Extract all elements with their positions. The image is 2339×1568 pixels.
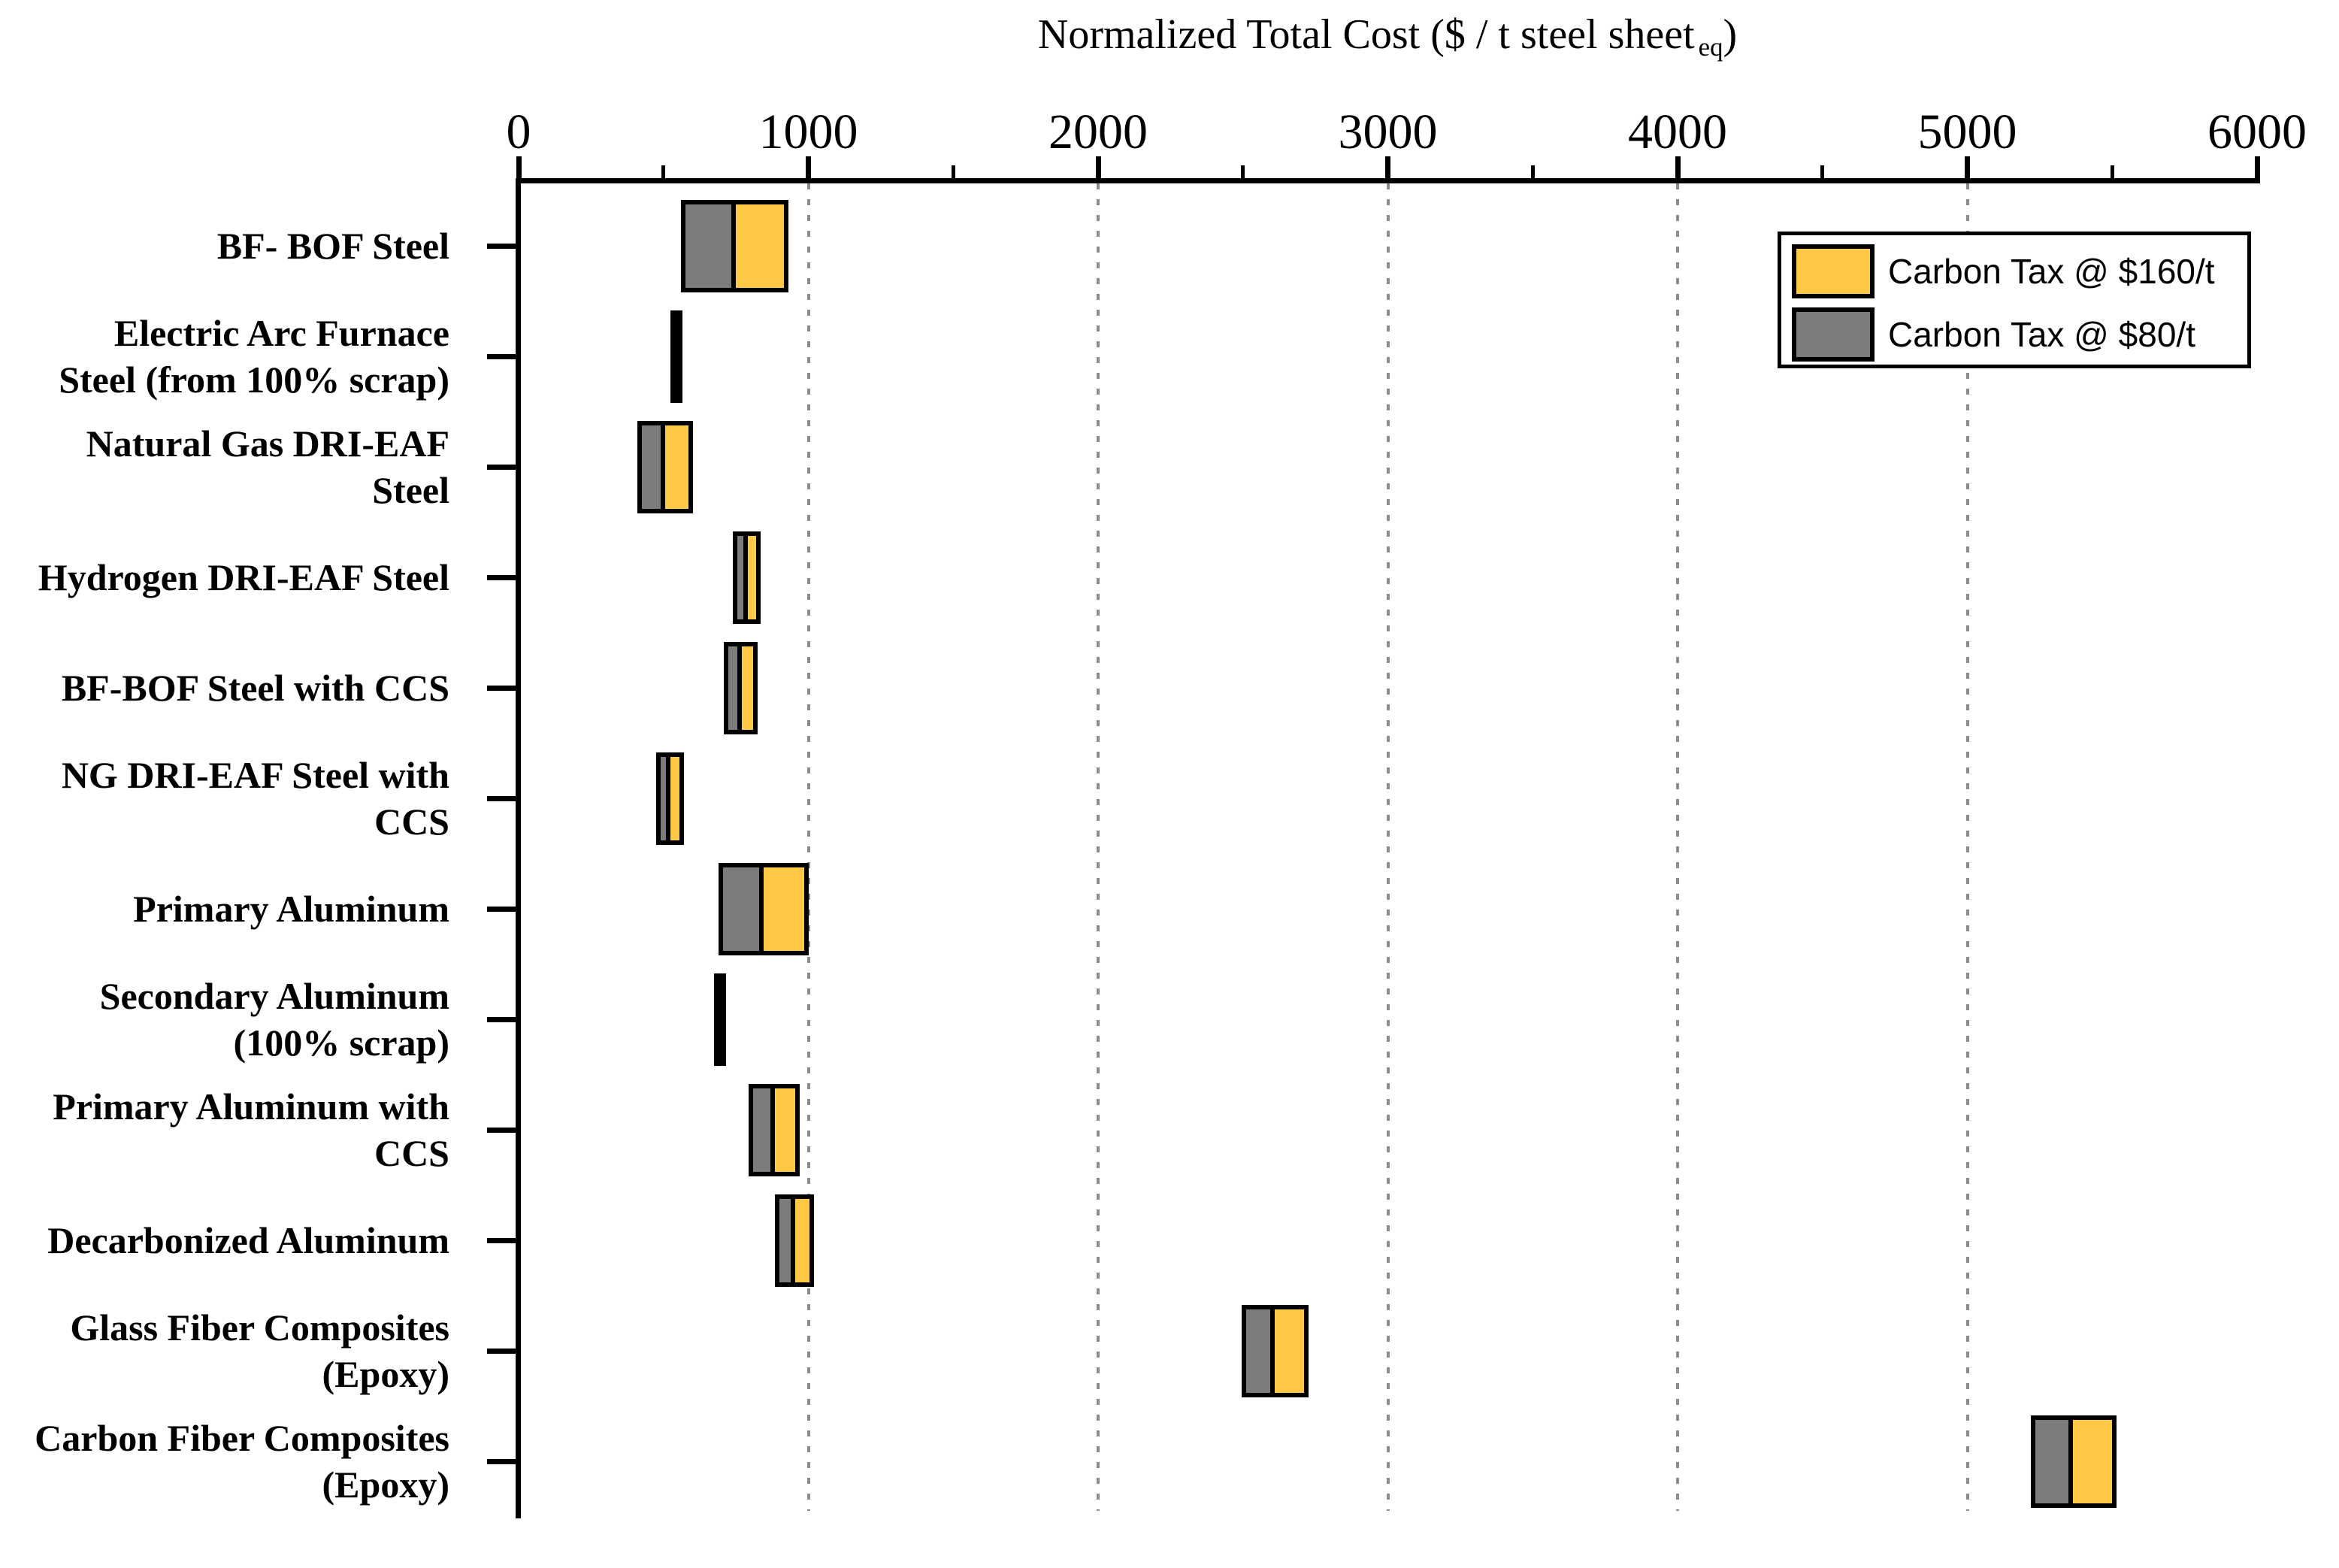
- x-tick-label-0: 0: [506, 104, 531, 159]
- y-tick-9: [487, 1237, 516, 1243]
- range-bar-zero: [713, 973, 726, 1066]
- gridline-5000: [1965, 183, 1969, 1511]
- x-minor-tick-2500: [1241, 165, 1245, 178]
- legend-label-tax160: Carbon Tax @ $160/t: [1888, 252, 2215, 291]
- x-tick-label-6000: 6000: [2207, 104, 2307, 159]
- x-minor-tick-3500: [1530, 165, 1535, 178]
- y-tick-4: [487, 685, 516, 691]
- chart-title: Normalized Total Cost ($ / t steel sheet…: [1038, 11, 1737, 62]
- category-label: Primary Aluminum with CCS: [0, 1083, 449, 1176]
- category-label-line: Primary Aluminum with: [53, 1085, 449, 1128]
- category-label-line: Hydrogen DRI-EAF Steel: [38, 556, 449, 598]
- gridline-2000: [1097, 183, 1100, 1511]
- category-label-line: (100% scrap): [233, 1022, 449, 1064]
- bar-segment-tax160: [758, 862, 809, 955]
- legend-swatch-tax80: [1792, 307, 1875, 362]
- gridline-4000: [1676, 183, 1679, 1511]
- category-label: Hydrogen DRI-EAF Steel: [0, 554, 449, 601]
- bar-segment-tax160: [731, 199, 788, 292]
- range-bar-zero: [670, 310, 683, 403]
- category-label-line: Carbon Fiber Composites: [35, 1417, 449, 1459]
- legend-swatch-tax160: [1792, 244, 1875, 298]
- gridline-3000: [1386, 183, 1390, 1511]
- category-label: Decarbonized Aluminum: [0, 1217, 449, 1264]
- x-tick-label-1000: 1000: [758, 104, 858, 159]
- x-axis-line: [516, 178, 2260, 183]
- category-label-line: CCS: [374, 801, 449, 843]
- x-major-tick-0: [516, 156, 522, 178]
- x-tick-label-5000: 5000: [1917, 104, 2017, 159]
- category-label-line: BF-BOF Steel with CCS: [61, 667, 449, 709]
- category-label: Primary Aluminum: [0, 885, 449, 932]
- category-label: Secondary Aluminum (100% scrap): [0, 973, 449, 1066]
- x-major-tick-4000: [1675, 156, 1681, 178]
- y-tick-1: [487, 353, 516, 359]
- x-minor-tick-1500: [951, 165, 955, 178]
- category-label-line: Natural Gas DRI-EAF: [86, 422, 449, 465]
- y-tick-2: [487, 464, 516, 470]
- category-label-line: Electric Arc Furnace: [113, 312, 449, 354]
- chart-title-main: Normalized Total Cost ($ / t steel sheet: [1037, 11, 1695, 58]
- bar-segment-tax160: [2068, 1415, 2117, 1508]
- category-label: Electric Arc Furnace Steel (from 100% scr…: [0, 310, 449, 403]
- legend-label-tax80: Carbon Tax @ $80/t: [1888, 315, 2195, 354]
- chart-title-suffix: ): [1723, 11, 1738, 58]
- category-label-line: Primary Aluminum: [133, 888, 449, 930]
- y-tick-8: [487, 1127, 516, 1133]
- x-major-tick-3000: [1385, 156, 1390, 178]
- bar-segment-tax80: [680, 199, 741, 292]
- category-label: Carbon Fiber Composites (Epoxy): [0, 1415, 449, 1508]
- category-label-line: BF- BOF Steel: [216, 225, 449, 267]
- bar-segment-tax160: [737, 641, 758, 734]
- category-label-line: Steel (from 100% scrap): [59, 359, 449, 401]
- x-major-tick-5000: [1965, 156, 1970, 178]
- bar-segment-tax160: [791, 1194, 815, 1287]
- category-label: BF-BOF Steel with CCS: [0, 664, 449, 711]
- category-label: Glass Fiber Composites (Epoxy): [0, 1304, 449, 1397]
- x-major-tick-6000: [2254, 156, 2260, 178]
- gridline-1000: [806, 183, 810, 1511]
- x-tick-label-3000: 3000: [1338, 104, 1438, 159]
- category-label: Natural Gas DRI-EAF Steel: [0, 420, 449, 513]
- y-tick-3: [487, 574, 516, 580]
- y-tick-5: [487, 795, 516, 801]
- x-major-tick-1000: [806, 156, 811, 178]
- bar-segment-tax160: [743, 531, 761, 624]
- bar-segment-tax160: [1270, 1304, 1309, 1397]
- bar-segment-tax160: [770, 1083, 800, 1176]
- bar-segment-tax160: [660, 420, 693, 513]
- y-axis-line: [516, 178, 521, 1518]
- x-tick-label-4000: 4000: [1628, 104, 1727, 159]
- bar-segment-tax160: [666, 752, 684, 845]
- category-label-line: CCS: [374, 1132, 449, 1174]
- y-tick-11: [487, 1458, 516, 1464]
- legend: Carbon Tax @ $160/t Carbon Tax @ $80/t: [1778, 232, 2251, 368]
- category-label-line: Steel: [372, 469, 449, 511]
- category-label-line: Glass Fiber Composites: [70, 1306, 449, 1349]
- x-minor-tick-5500: [2110, 165, 2114, 178]
- category-label-line: Secondary Aluminum: [99, 975, 449, 1017]
- x-major-tick-2000: [1095, 156, 1101, 178]
- chart-title-subscript: eq: [1698, 32, 1723, 62]
- category-label-line: (Epoxy): [322, 1353, 449, 1395]
- y-tick-10: [487, 1348, 516, 1354]
- x-tick-label-2000: 2000: [1048, 104, 1148, 159]
- category-label: NG DRI-EAF Steel with CCS: [0, 752, 449, 845]
- y-tick-0: [487, 243, 516, 249]
- category-label-line: (Epoxy): [322, 1464, 449, 1506]
- category-label-line: Decarbonized Aluminum: [47, 1219, 449, 1261]
- category-label-line: NG DRI-EAF Steel with: [61, 754, 449, 796]
- x-minor-tick-4500: [1820, 165, 1825, 178]
- x-minor-tick-500: [661, 165, 666, 178]
- y-tick-6: [487, 906, 516, 912]
- y-tick-7: [487, 1016, 516, 1022]
- category-label: BF- BOF Steel: [0, 222, 449, 269]
